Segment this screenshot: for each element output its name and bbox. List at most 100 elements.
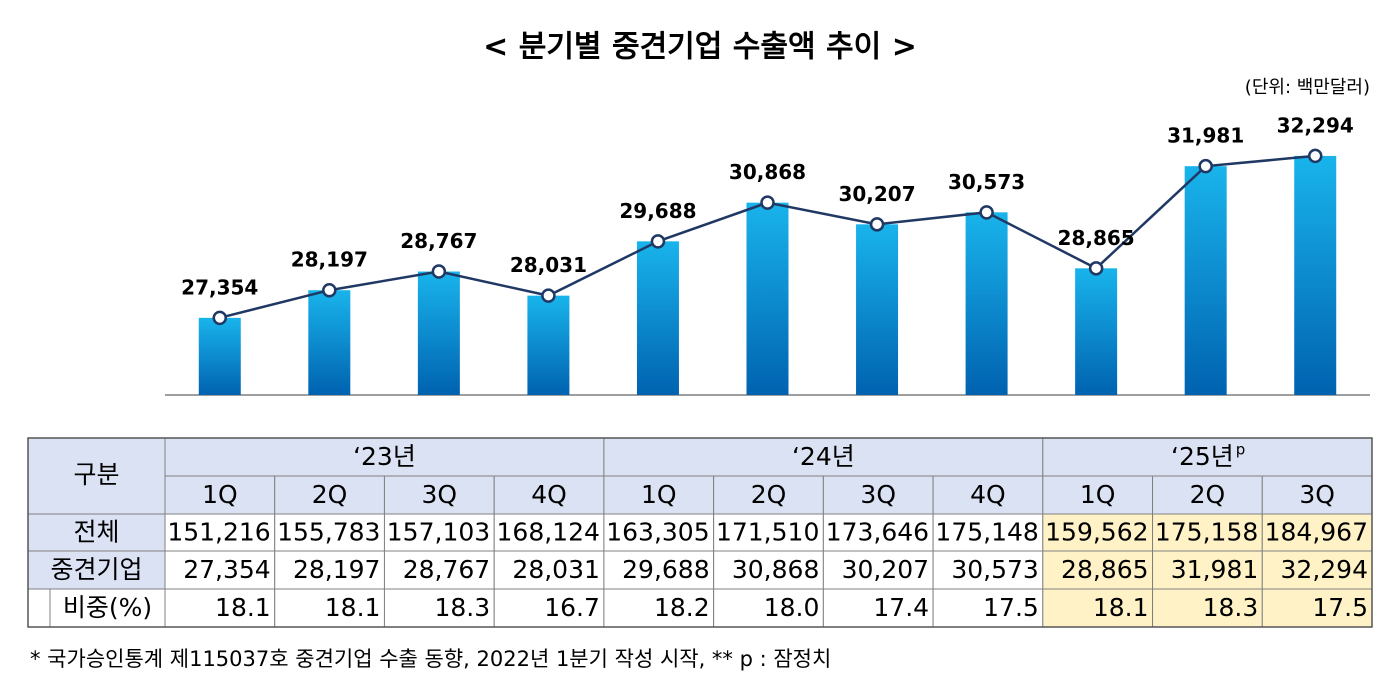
cell-value: 159,562 — [1045, 518, 1148, 547]
bar — [1184, 166, 1227, 395]
cell-value: 171,510 — [716, 518, 819, 547]
line-point — [431, 264, 447, 279]
cell-value: 175,158 — [1155, 518, 1258, 547]
line-point — [322, 282, 337, 298]
quarter-label: 1Q — [1080, 480, 1116, 509]
cell-value: 16.7 — [544, 593, 600, 622]
quarter-label: 2Q — [751, 480, 787, 509]
cell-value: 31,981 — [1171, 555, 1258, 584]
row-label: 비중(%) — [63, 593, 152, 622]
quarter-cell — [1042, 475, 1154, 515]
bar — [1294, 155, 1337, 395]
cell-value: 17.5 — [983, 593, 1039, 622]
line-point — [541, 288, 556, 303]
bar — [308, 290, 351, 395]
quarter-label: 4Q — [970, 480, 1006, 509]
data-cell — [164, 588, 276, 628]
line-point — [869, 217, 885, 232]
bar — [746, 202, 789, 395]
cell-value: 17.5 — [1312, 593, 1368, 622]
group-label: ‘25년 — [1171, 442, 1234, 471]
cell-value: 18.1 — [215, 593, 271, 622]
line-point — [1088, 261, 1104, 276]
quarter-cell — [1261, 475, 1373, 515]
quarter-label: 1Q — [641, 480, 677, 509]
cell-value: 18.1 — [325, 593, 381, 622]
data-cell — [274, 513, 385, 552]
cell-value: 168,124 — [497, 518, 600, 547]
quarter-label: 1Q — [202, 480, 238, 509]
cell-value: 18.0 — [764, 593, 820, 622]
cell-value: 32,294 — [1281, 555, 1368, 584]
data-cell — [932, 550, 1044, 590]
data-cell — [1261, 588, 1373, 628]
bar — [198, 317, 241, 395]
data-cell — [1152, 550, 1263, 590]
cell-value: 17.4 — [873, 593, 929, 622]
group-cell — [1042, 437, 1373, 477]
quarter-label: 3Q — [1299, 480, 1335, 509]
indent-cell — [27, 588, 51, 628]
cell-value: 18.3 — [435, 593, 491, 622]
cell-value: 151,216 — [167, 518, 270, 547]
data-label: 31,981 — [1167, 124, 1244, 148]
cell-value: 18.3 — [1203, 593, 1259, 622]
chart-title: < 분기별 중견기업 수출액 추이 > — [483, 30, 917, 65]
row-label: 중견기업 — [50, 555, 142, 584]
data-cell — [932, 513, 1044, 552]
data-cell — [1261, 513, 1373, 552]
row-label: 전체 — [73, 518, 119, 547]
bar — [636, 241, 679, 395]
cell-value: 29,688 — [622, 555, 709, 584]
cell-value: 28,197 — [293, 555, 380, 584]
data-cell — [274, 550, 385, 590]
cell-value: 30,868 — [732, 555, 819, 584]
quarter-cell — [274, 475, 385, 515]
bar — [965, 212, 1008, 395]
cell-value: 157,103 — [387, 518, 490, 547]
cell-value: 27,354 — [183, 555, 270, 584]
bar — [417, 271, 460, 395]
cell-value: 175,148 — [935, 518, 1038, 547]
data-cell — [603, 550, 715, 590]
data-label: 28,767 — [400, 229, 477, 253]
table-border — [27, 437, 1373, 628]
line-point — [650, 234, 666, 249]
corner-label: 구분 — [73, 460, 119, 489]
group-cell — [603, 437, 1044, 477]
cell-value: 163,305 — [606, 518, 709, 547]
group-label: ‘23년 — [353, 442, 416, 471]
data-cell — [383, 550, 495, 590]
data-label: 27,354 — [181, 275, 258, 299]
line-point — [979, 205, 994, 220]
quarter-label: 3Q — [422, 480, 458, 509]
cell-value: 18.2 — [654, 593, 710, 622]
cell-value: 28,865 — [1061, 555, 1148, 584]
cell-value: 28,767 — [403, 555, 490, 584]
cell-value: 155,783 — [277, 518, 380, 547]
footnote: * 국가승인통계 제115037호 중견기업 수출 동향, 2022년 1분기 … — [30, 647, 831, 671]
bar — [1075, 268, 1118, 395]
quarter-cell — [164, 475, 276, 515]
data-cell — [713, 513, 824, 552]
data-cell — [713, 588, 824, 628]
data-label: 32,294 — [1277, 113, 1354, 137]
line-point — [212, 310, 228, 326]
data-cell — [932, 588, 1044, 628]
quarter-label: 2Q — [1190, 480, 1226, 509]
row-label-cell — [49, 588, 166, 628]
data-cell — [822, 513, 934, 552]
group-label: ‘24년 — [792, 442, 855, 471]
quarter-label: 4Q — [531, 480, 567, 509]
bar — [856, 224, 899, 395]
quarter-cell — [1152, 475, 1263, 515]
data-label: 30,573 — [948, 170, 1025, 194]
quarter-cell — [493, 475, 605, 515]
data-label: 30,868 — [729, 160, 806, 184]
data-cell — [822, 550, 934, 590]
cell-value: 28,031 — [512, 555, 599, 584]
data-cell — [493, 588, 605, 628]
data-label: 30,207 — [838, 182, 915, 206]
group-superscript: p — [1236, 441, 1246, 459]
